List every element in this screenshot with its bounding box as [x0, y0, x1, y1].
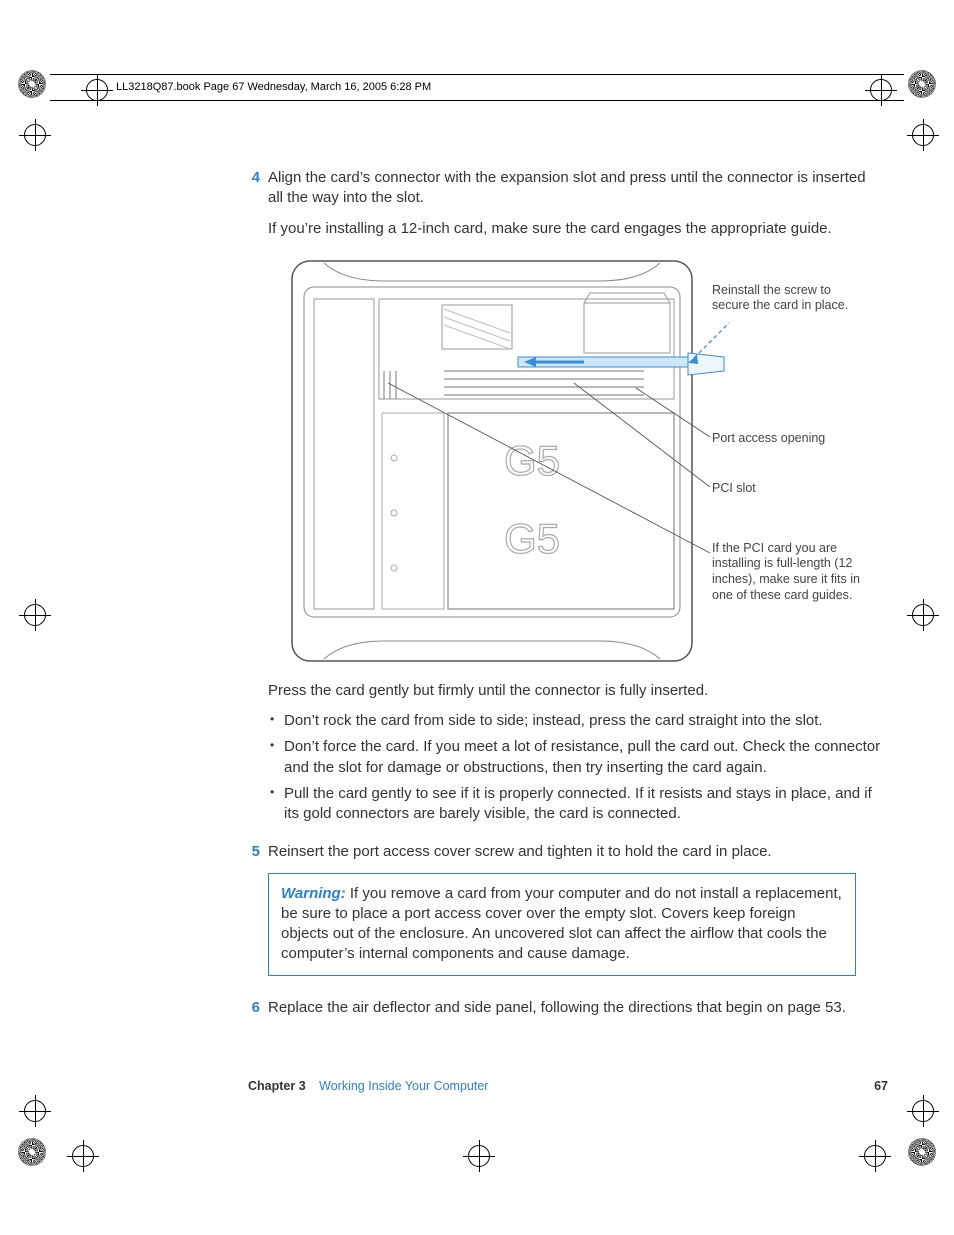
registration-crosshair-icon [864, 1145, 886, 1167]
callout-screw: Reinstall the screw to secure the card i… [712, 283, 867, 314]
step-4-after-figure: Press the card gently but firmly until t… [268, 681, 884, 701]
figure-g5-pci: G5 G5 Reinstall the screw to secure the … [284, 253, 884, 673]
registration-crosshair-icon [86, 79, 108, 101]
footer-chapter-title: Working Inside Your Computer [319, 1079, 488, 1093]
registration-crosshair-icon [468, 1145, 490, 1167]
header-rule-top [50, 74, 904, 75]
running-head: LL3218Q87.book Page 67 Wednesday, March … [116, 80, 431, 95]
step-4-bullets: Don’t rock the card from side to side; i… [268, 711, 884, 824]
step-4-para-1: Align the card’s connector with the expa… [268, 168, 884, 209]
registration-radial-icon [18, 1138, 46, 1166]
header-rule-bottom [50, 100, 904, 101]
footer-chapter-label: Chapter 3 [248, 1079, 306, 1093]
step-body: Replace the air deflector and side panel… [268, 998, 856, 1028]
registration-crosshair-icon [24, 604, 46, 626]
step-4: 4 Align the card’s connector with the ex… [248, 168, 856, 836]
callout-pci: PCI slot [712, 481, 867, 497]
list-item: Pull the card gently to see if it is pro… [268, 784, 884, 825]
registration-crosshair-icon [24, 124, 46, 146]
registration-radial-icon [18, 70, 46, 98]
registration-radial-icon [908, 1138, 936, 1166]
step-body: Align the card’s connector with the expa… [268, 168, 884, 836]
page-footer: Chapter 3 Working Inside Your Computer 6… [248, 1078, 888, 1095]
figure-svg: G5 G5 [284, 253, 884, 673]
step-number: 6 [248, 998, 268, 1028]
registration-crosshair-icon [912, 1100, 934, 1122]
step-number: 5 [248, 842, 268, 991]
step-6-para: Replace the air deflector and side panel… [268, 998, 856, 1018]
warning-text: If you remove a card from your computer … [281, 885, 842, 963]
warning-box: Warning: If you remove a card from your … [268, 873, 856, 976]
cpu-label-g5-top: G5 [504, 437, 560, 484]
list-item: Don’t force the card. If you meet a lot … [268, 737, 884, 778]
step-5-para: Reinsert the port access cover screw and… [268, 842, 856, 862]
list-item: Don’t rock the card from side to side; i… [268, 711, 884, 731]
step-4-para-2: If you’re installing a 12-inch card, mak… [268, 219, 884, 239]
registration-crosshair-icon [912, 124, 934, 146]
step-5: 5 Reinsert the port access cover screw a… [248, 842, 856, 991]
registration-crosshair-icon [912, 604, 934, 626]
cpu-label-g5-bottom: G5 [504, 515, 560, 562]
step-number: 4 [248, 168, 268, 836]
registration-crosshair-icon [870, 79, 892, 101]
callout-port: Port access opening [712, 431, 867, 447]
footer-page-number: 67 [874, 1078, 888, 1095]
registration-crosshair-icon [24, 1100, 46, 1122]
step-body: Reinsert the port access cover screw and… [268, 842, 856, 991]
registration-crosshair-icon [72, 1145, 94, 1167]
callout-guide: If the PCI card you are installing is fu… [712, 541, 867, 604]
step-6: 6 Replace the air deflector and side pan… [248, 998, 856, 1028]
page-content: 4 Align the card’s connector with the ex… [248, 168, 856, 1034]
registration-radial-icon [908, 70, 936, 98]
warning-label: Warning: [281, 885, 346, 902]
